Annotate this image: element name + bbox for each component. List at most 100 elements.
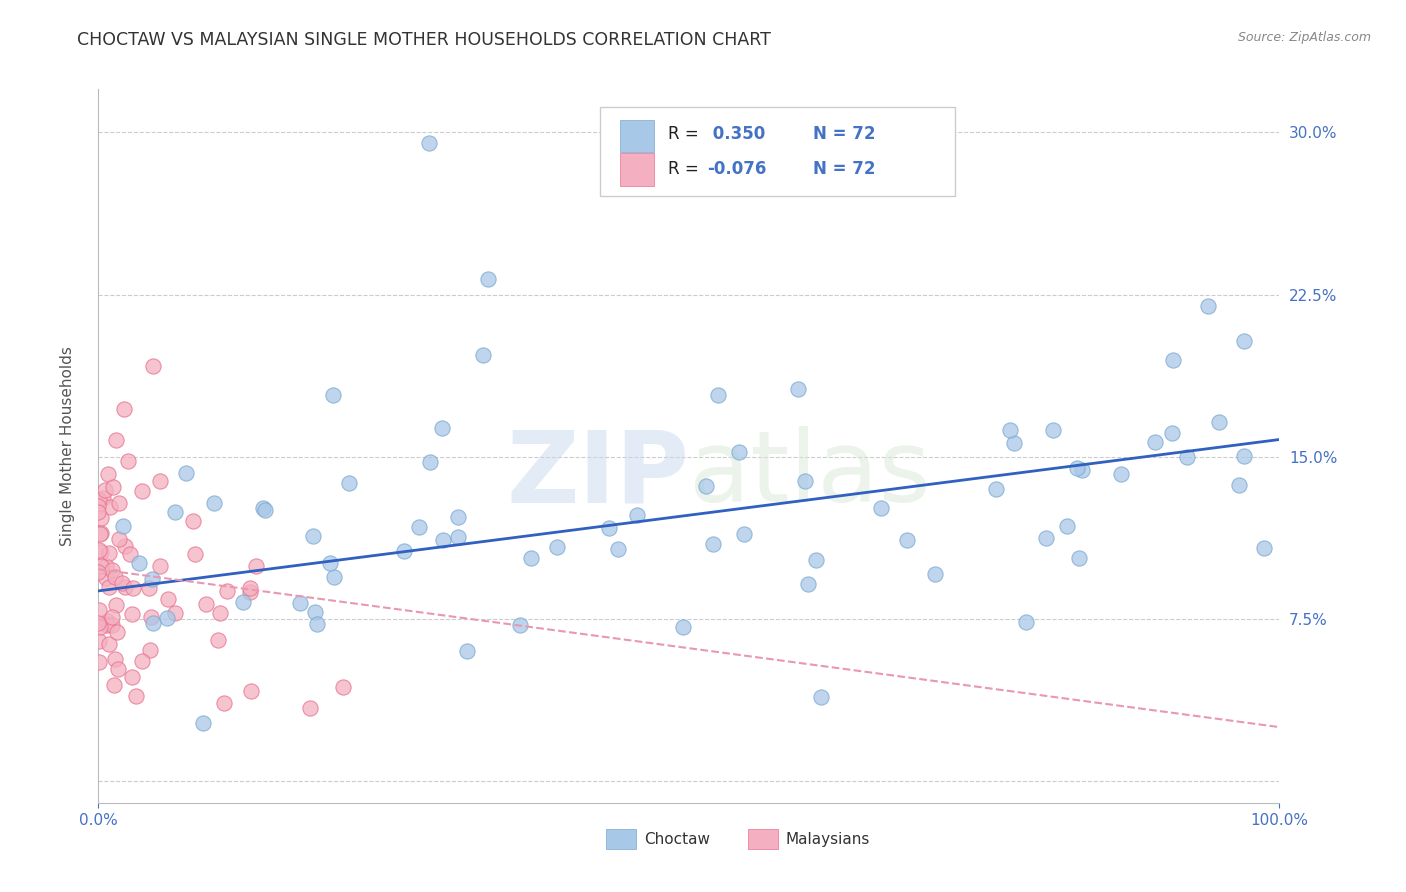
Point [138, 581, 160, 595]
Point [96, 617, 118, 632]
Point [114, 539, 136, 553]
Point [107, 662, 129, 676]
Point [104, 570, 127, 584]
Point [194, 597, 217, 611]
Point [1042, 423, 1064, 437]
Point [1253, 541, 1275, 555]
FancyBboxPatch shape [606, 830, 636, 849]
Text: CHOCTAW VS MALAYSIAN SINGLE MOTHER HOUSEHOLDS CORRELATION CHART: CHOCTAW VS MALAYSIAN SINGLE MOTHER HOUSE… [77, 31, 772, 49]
Point [165, 505, 187, 519]
Point [191, 715, 214, 730]
Point [184, 548, 207, 562]
Point [733, 527, 755, 541]
Point [98, 580, 121, 594]
Point [793, 474, 815, 488]
Point [245, 558, 267, 573]
Point [114, 580, 136, 594]
Point [1232, 450, 1254, 464]
Point [94, 571, 117, 585]
Point [607, 542, 630, 557]
Text: N = 72: N = 72 [813, 161, 876, 178]
Point [131, 654, 153, 668]
Point [896, 533, 918, 548]
Point [239, 582, 262, 596]
Point [89, 634, 111, 648]
Point [305, 616, 328, 631]
Point [984, 482, 1007, 496]
Point [1002, 436, 1025, 450]
Text: atlas: atlas [689, 426, 931, 523]
Point [157, 592, 180, 607]
Point [232, 595, 254, 609]
Point [304, 605, 326, 619]
Point [299, 701, 322, 715]
Point [141, 610, 163, 624]
Point [1144, 435, 1167, 450]
Text: -0.076: -0.076 [707, 161, 766, 178]
Point [89, 542, 111, 557]
Point [252, 500, 274, 515]
Text: ZIP: ZIP [506, 426, 689, 523]
Point [212, 696, 235, 710]
Point [121, 670, 143, 684]
Point [337, 475, 360, 490]
Point [105, 625, 128, 640]
Point [319, 556, 342, 570]
Point [1233, 334, 1256, 349]
Point [87, 499, 110, 513]
Point [418, 136, 440, 151]
Point [108, 496, 131, 510]
Point [87, 615, 110, 630]
Point [163, 606, 186, 620]
Point [419, 455, 441, 469]
Point [142, 359, 165, 373]
Point [456, 644, 478, 658]
Point [797, 576, 820, 591]
Text: R =: R = [668, 125, 699, 143]
Point [125, 689, 148, 703]
Point [1208, 416, 1230, 430]
Point [546, 540, 568, 554]
Point [207, 633, 229, 648]
FancyBboxPatch shape [620, 153, 654, 186]
Point [139, 642, 162, 657]
Point [181, 515, 204, 529]
Text: 0.350: 0.350 [707, 125, 765, 143]
Y-axis label: Single Mother Households: Single Mother Households [60, 346, 75, 546]
Point [1161, 426, 1184, 441]
Point [695, 479, 717, 493]
Point [1227, 478, 1250, 492]
Point [1197, 299, 1219, 313]
Point [924, 567, 946, 582]
Point [90, 559, 112, 574]
Point [121, 607, 143, 622]
Point [332, 680, 354, 694]
Point [87, 493, 110, 508]
Point [672, 620, 695, 634]
Point [1015, 615, 1038, 630]
Point [1066, 461, 1088, 475]
Point [120, 547, 142, 561]
Point [101, 480, 124, 494]
Point [89, 620, 111, 634]
Point [87, 603, 110, 617]
Point [239, 585, 262, 599]
Point [98, 637, 121, 651]
Point [90, 510, 112, 524]
Point [1111, 467, 1133, 481]
Point [103, 678, 125, 692]
Point [1161, 352, 1184, 367]
Point [104, 598, 127, 612]
Point [1070, 463, 1092, 477]
Point [87, 655, 110, 669]
Point [626, 508, 648, 522]
Point [1067, 551, 1090, 566]
Point [302, 529, 325, 543]
Point [131, 484, 153, 499]
Point [149, 559, 172, 574]
Point [870, 501, 893, 516]
Point [202, 496, 225, 510]
Point [90, 545, 112, 559]
Point [111, 576, 134, 591]
Point [87, 505, 110, 519]
